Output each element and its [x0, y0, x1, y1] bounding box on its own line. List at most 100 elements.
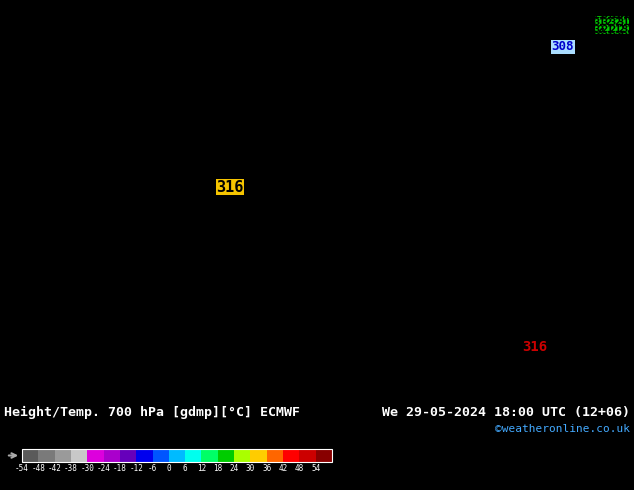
- Text: 6: 6: [167, 118, 173, 127]
- Text: 9: 9: [283, 340, 290, 348]
- Text: 6: 6: [167, 32, 173, 41]
- Text: 5: 5: [469, 218, 475, 227]
- Text: 8: 8: [179, 268, 185, 277]
- Text: 5: 5: [485, 268, 491, 277]
- Text: 7: 7: [360, 390, 366, 398]
- Text: 4: 4: [348, 75, 354, 84]
- Text: 6: 6: [493, 311, 499, 320]
- Text: 6: 6: [521, 332, 527, 341]
- Text: 7: 7: [304, 175, 310, 184]
- Text: 6: 6: [517, 261, 524, 270]
- Text: 8: 8: [2, 211, 8, 220]
- Text: 3: 3: [590, 68, 596, 77]
- Text: 5: 5: [417, 211, 423, 220]
- Text: 8: 8: [268, 382, 274, 391]
- Text: 3: 3: [509, 104, 515, 113]
- Text: 8: 8: [243, 340, 250, 348]
- Text: 7: 7: [408, 311, 415, 320]
- Text: 5: 5: [320, 225, 326, 234]
- Text: 7: 7: [179, 161, 185, 170]
- Text: 8: 8: [243, 375, 250, 384]
- Text: 9: 9: [127, 282, 133, 291]
- Text: 4: 4: [553, 89, 560, 98]
- Text: 3: 3: [541, 68, 548, 77]
- Text: 6: 6: [469, 275, 475, 284]
- Text: 4: 4: [525, 89, 531, 98]
- Text: 4: 4: [465, 204, 471, 213]
- Text: 2: 2: [618, 147, 624, 155]
- Text: 6: 6: [228, 82, 233, 91]
- Text: 6: 6: [312, 261, 318, 270]
- Text: 4: 4: [437, 3, 443, 13]
- Text: 8: 8: [195, 254, 202, 263]
- Text: 4: 4: [167, 18, 173, 27]
- Text: 4: 4: [300, 18, 306, 27]
- Text: 4: 4: [533, 125, 540, 134]
- Text: 5: 5: [364, 132, 370, 141]
- Text: 6: 6: [50, 39, 56, 49]
- Text: 1: 1: [79, 390, 84, 398]
- Text: 6: 6: [135, 118, 141, 127]
- Text: 5: 5: [413, 211, 418, 220]
- Text: 5: 5: [228, 104, 233, 113]
- Text: 8: 8: [119, 225, 125, 234]
- Text: 8: 8: [122, 204, 129, 213]
- Text: 6: 6: [163, 125, 169, 134]
- Text: 5: 5: [469, 89, 475, 98]
- Text: 5: 5: [312, 82, 318, 91]
- Text: 6: 6: [308, 147, 314, 155]
- Text: 2: 2: [614, 61, 620, 70]
- Text: 7: 7: [469, 396, 475, 406]
- Text: 5: 5: [437, 132, 443, 141]
- Text: 5: 5: [264, 61, 270, 70]
- Text: 1: 1: [30, 382, 36, 391]
- Text: 8: 8: [216, 232, 221, 241]
- Text: 7: 7: [179, 254, 185, 263]
- Text: 6: 6: [139, 161, 145, 170]
- Text: 2: 2: [545, 61, 552, 70]
- Text: 5: 5: [235, 61, 242, 70]
- Text: 3: 3: [586, 154, 592, 163]
- Text: 5: 5: [449, 47, 455, 55]
- Text: 8: 8: [74, 132, 81, 141]
- Text: 6: 6: [223, 47, 230, 55]
- Text: 7: 7: [191, 204, 197, 213]
- Text: 5: 5: [372, 225, 378, 234]
- Text: 8: 8: [30, 61, 36, 70]
- Text: 7: 7: [268, 325, 274, 334]
- Text: 6: 6: [223, 168, 230, 177]
- Text: 6: 6: [360, 111, 366, 120]
- Text: 4: 4: [610, 239, 616, 248]
- Text: 4: 4: [545, 325, 552, 334]
- Text: 2: 2: [598, 25, 604, 34]
- Text: 5: 5: [328, 61, 334, 70]
- Text: 6: 6: [207, 196, 214, 205]
- Text: 5: 5: [396, 61, 403, 70]
- Text: 5: 5: [292, 82, 298, 91]
- Text: 6: 6: [195, 25, 202, 34]
- Bar: [316, 449, 332, 462]
- Text: 0: 0: [79, 332, 84, 341]
- Text: 2: 2: [537, 104, 543, 113]
- Text: 5: 5: [509, 332, 515, 341]
- Text: 8: 8: [155, 204, 161, 213]
- Text: 5: 5: [537, 189, 543, 198]
- Text: 5: 5: [340, 189, 346, 198]
- Text: 3: 3: [300, 25, 306, 34]
- Text: 5: 5: [98, 32, 105, 41]
- Text: 6: 6: [465, 311, 471, 320]
- Text: 5: 5: [569, 361, 576, 370]
- Text: 5: 5: [569, 354, 576, 363]
- Text: 5: 5: [598, 275, 604, 284]
- Text: 6: 6: [223, 75, 230, 84]
- Text: 4: 4: [432, 211, 439, 220]
- Text: 8: 8: [2, 118, 8, 127]
- Text: 4: 4: [469, 111, 475, 120]
- Text: 5: 5: [461, 332, 467, 341]
- Text: 5: 5: [574, 375, 579, 384]
- Text: 5: 5: [46, 0, 53, 5]
- Text: 8: 8: [223, 268, 230, 277]
- Text: 4: 4: [332, 11, 339, 20]
- Text: 3: 3: [396, 39, 403, 49]
- Text: 0: 0: [10, 318, 16, 327]
